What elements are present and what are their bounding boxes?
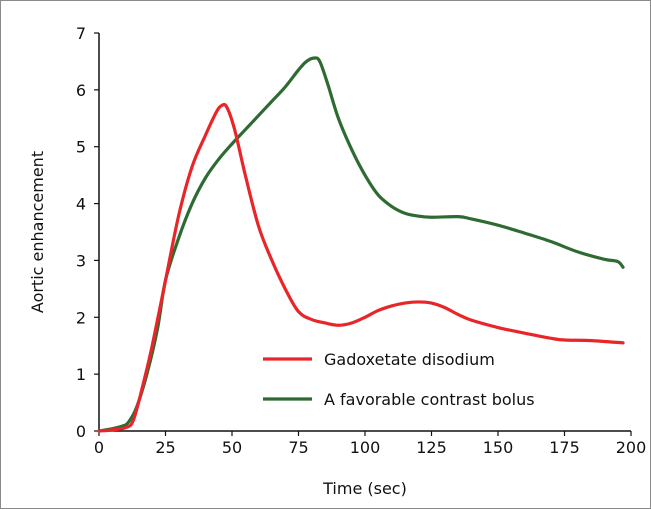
x-tick-label: 0 <box>94 438 104 457</box>
axes: 0 25 50 75 100 125 150 175 200 0 1 2 3 4 5 6 7 <box>76 24 646 457</box>
y-tick-label: 5 <box>76 138 86 157</box>
x-tick-label: 150 <box>483 438 514 457</box>
x-tick-label: 50 <box>222 438 242 457</box>
legend-label: Gadoxetate disodium <box>324 350 495 369</box>
series-line-favorable-bolus <box>97 56 625 433</box>
series-layer <box>97 56 625 433</box>
x-tick-label: 200 <box>616 438 647 457</box>
legend: Gadoxetate disodium A favorable contrast … <box>263 350 535 409</box>
x-tick-label: 75 <box>288 438 308 457</box>
y-tick-label: 7 <box>76 24 86 43</box>
y-tick-label: 4 <box>76 195 86 214</box>
y-tick-label: 2 <box>76 308 86 327</box>
series-line-gadoxetate <box>97 102 625 433</box>
x-axis-title: Time (sec) <box>322 479 407 498</box>
y-tick-label: 6 <box>76 81 86 100</box>
x-tick-label: 100 <box>350 438 381 457</box>
x-tick-label: 125 <box>416 438 447 457</box>
x-tick-label: 175 <box>549 438 580 457</box>
y-tick-label: 0 <box>76 422 86 441</box>
x-tick-label: 25 <box>155 438 175 457</box>
legend-label: A favorable contrast bolus <box>324 390 535 409</box>
y-tick-label: 3 <box>76 251 86 270</box>
y-tick-label: 1 <box>76 365 86 384</box>
y-axis-title: Aortic enhancement <box>28 151 47 313</box>
